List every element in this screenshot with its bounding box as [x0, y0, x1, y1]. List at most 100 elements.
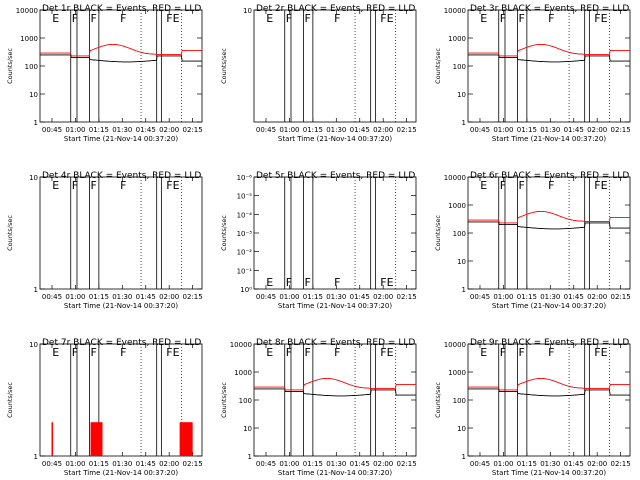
- x-tick-label: 02:00: [587, 293, 607, 301]
- y-axis-label: Counts/sec: [6, 382, 14, 418]
- x-tick-label: 01:30: [326, 126, 346, 134]
- x-tick-label: 01:15: [89, 126, 109, 134]
- series-lld: [254, 377, 416, 391]
- x-tick-label: 00:45: [256, 293, 276, 301]
- y-tick-label: 10000: [16, 7, 38, 15]
- panel-title: Det 4r BLACK = Events, RED = LLD: [42, 171, 201, 181]
- x-tick-label: 02:15: [611, 460, 631, 468]
- x-tick-label: 02:15: [183, 460, 203, 468]
- x-tick-label: 01:45: [350, 293, 370, 301]
- flag-letter: FE: [166, 12, 179, 25]
- series-lld: [468, 43, 630, 57]
- series-events: [468, 388, 630, 397]
- x-tick-label: 01:30: [112, 460, 132, 468]
- y-tick-label: 10: [457, 258, 466, 266]
- x-axis-label: Start Time (21-Nov-14 00:37:20): [278, 135, 392, 143]
- flag-letter: F: [518, 346, 524, 359]
- x-tick-label: 01:45: [564, 293, 584, 301]
- x-tick-label: 01:45: [136, 126, 156, 134]
- x-axis-label: Start Time (21-Nov-14 00:37:20): [64, 302, 178, 310]
- x-tick-label: 01:45: [136, 460, 156, 468]
- x-tick-label: 00:45: [470, 460, 490, 468]
- x-tick-label: 01:30: [540, 126, 560, 134]
- series-lld: [40, 43, 202, 57]
- plot-frame: [39, 343, 203, 457]
- y-tick-label: 10⁻³: [237, 230, 253, 238]
- series-lld: [468, 377, 630, 391]
- x-tick-label: 01:15: [517, 126, 537, 134]
- x-axis-label: Start Time (21-Nov-14 00:37:20): [64, 135, 178, 143]
- x-tick-label: 00:45: [256, 126, 276, 134]
- x-tick-label: 02:00: [159, 126, 179, 134]
- y-axis-label: Counts/sec: [434, 48, 442, 84]
- x-tick-label: 01:00: [493, 460, 513, 468]
- flag-letter: E: [52, 346, 59, 359]
- plot-frame: [253, 9, 417, 123]
- x-tick-label: 02:15: [183, 126, 203, 134]
- y-tick-label: 10000: [230, 341, 252, 349]
- y-tick-label: 1: [462, 453, 466, 461]
- x-tick-label: 01:00: [493, 293, 513, 301]
- y-tick-label: 100: [453, 230, 466, 238]
- y-tick-label: 100: [453, 397, 466, 405]
- y-tick-label: 10⁻⁴: [237, 211, 253, 219]
- flag-letter: FE: [166, 346, 179, 359]
- y-tick-label: 10⁻²: [237, 249, 253, 257]
- x-tick-label: 00:45: [470, 293, 490, 301]
- x-tick-label: 01:00: [279, 126, 299, 134]
- flag-letter: F: [286, 12, 292, 25]
- flag-letter: FE: [594, 12, 607, 25]
- panel-title: Det 1r BLACK = Events, RED = LLD: [42, 4, 201, 14]
- x-axis-label: Start Time (21-Nov-14 00:37:20): [278, 302, 392, 310]
- flag-letter: F: [72, 179, 78, 192]
- flag-letter: F: [90, 179, 96, 192]
- plot-frame: [467, 343, 631, 457]
- y-tick-label: 10: [243, 7, 252, 15]
- y-tick-label: 10000: [444, 7, 466, 15]
- plot-frame: [253, 176, 417, 290]
- y-axis-label: Counts/sec: [220, 382, 228, 418]
- x-tick-label: 02:00: [159, 460, 179, 468]
- flag-letter: F: [548, 179, 554, 192]
- x-tick-label: 01:45: [136, 293, 156, 301]
- panel-title: Det 8r BLACK = Events, RED = LLD: [256, 338, 415, 348]
- flag-letter: F: [286, 346, 292, 359]
- x-tick-label: 01:00: [65, 293, 85, 301]
- series-lld: [468, 210, 630, 224]
- flag-letter: F: [90, 12, 96, 25]
- x-tick-label: 01:00: [279, 293, 299, 301]
- flag-letter: E: [480, 346, 487, 359]
- flag-letter: FE: [594, 179, 607, 192]
- y-tick-label: 1: [34, 286, 38, 294]
- series-events: [468, 221, 630, 230]
- y-tick-label: 10: [457, 91, 466, 99]
- panel-title: Det 3r BLACK = Events, RED = LLD: [470, 4, 629, 14]
- y-tick-label: 10000: [444, 341, 466, 349]
- panel-title: Det 2r BLACK = Events, RED = LLD: [256, 4, 415, 14]
- y-tick-label: 100: [25, 63, 38, 71]
- x-tick-label: 02:00: [373, 293, 393, 301]
- y-tick-label: 1: [248, 453, 252, 461]
- plot-frame: [39, 9, 203, 123]
- x-tick-label: 01:15: [89, 293, 109, 301]
- y-tick-label: 10: [457, 425, 466, 433]
- x-axis-label: Start Time (21-Nov-14 00:37:20): [492, 469, 606, 477]
- x-tick-label: 01:15: [517, 293, 537, 301]
- flag-letter: F: [120, 346, 126, 359]
- flag-letter: F: [304, 12, 310, 25]
- x-axis-label: Start Time (21-Nov-14 00:37:20): [492, 135, 606, 143]
- series-events: [468, 54, 630, 63]
- x-tick-label: 02:15: [611, 293, 631, 301]
- flag-letter: E: [266, 276, 273, 289]
- x-tick-label: 01:45: [564, 126, 584, 134]
- y-tick-label: 10000: [444, 174, 466, 182]
- flag-letter: F: [548, 346, 554, 359]
- y-tick-label: 1000: [20, 35, 38, 43]
- x-tick-label: 01:45: [350, 460, 370, 468]
